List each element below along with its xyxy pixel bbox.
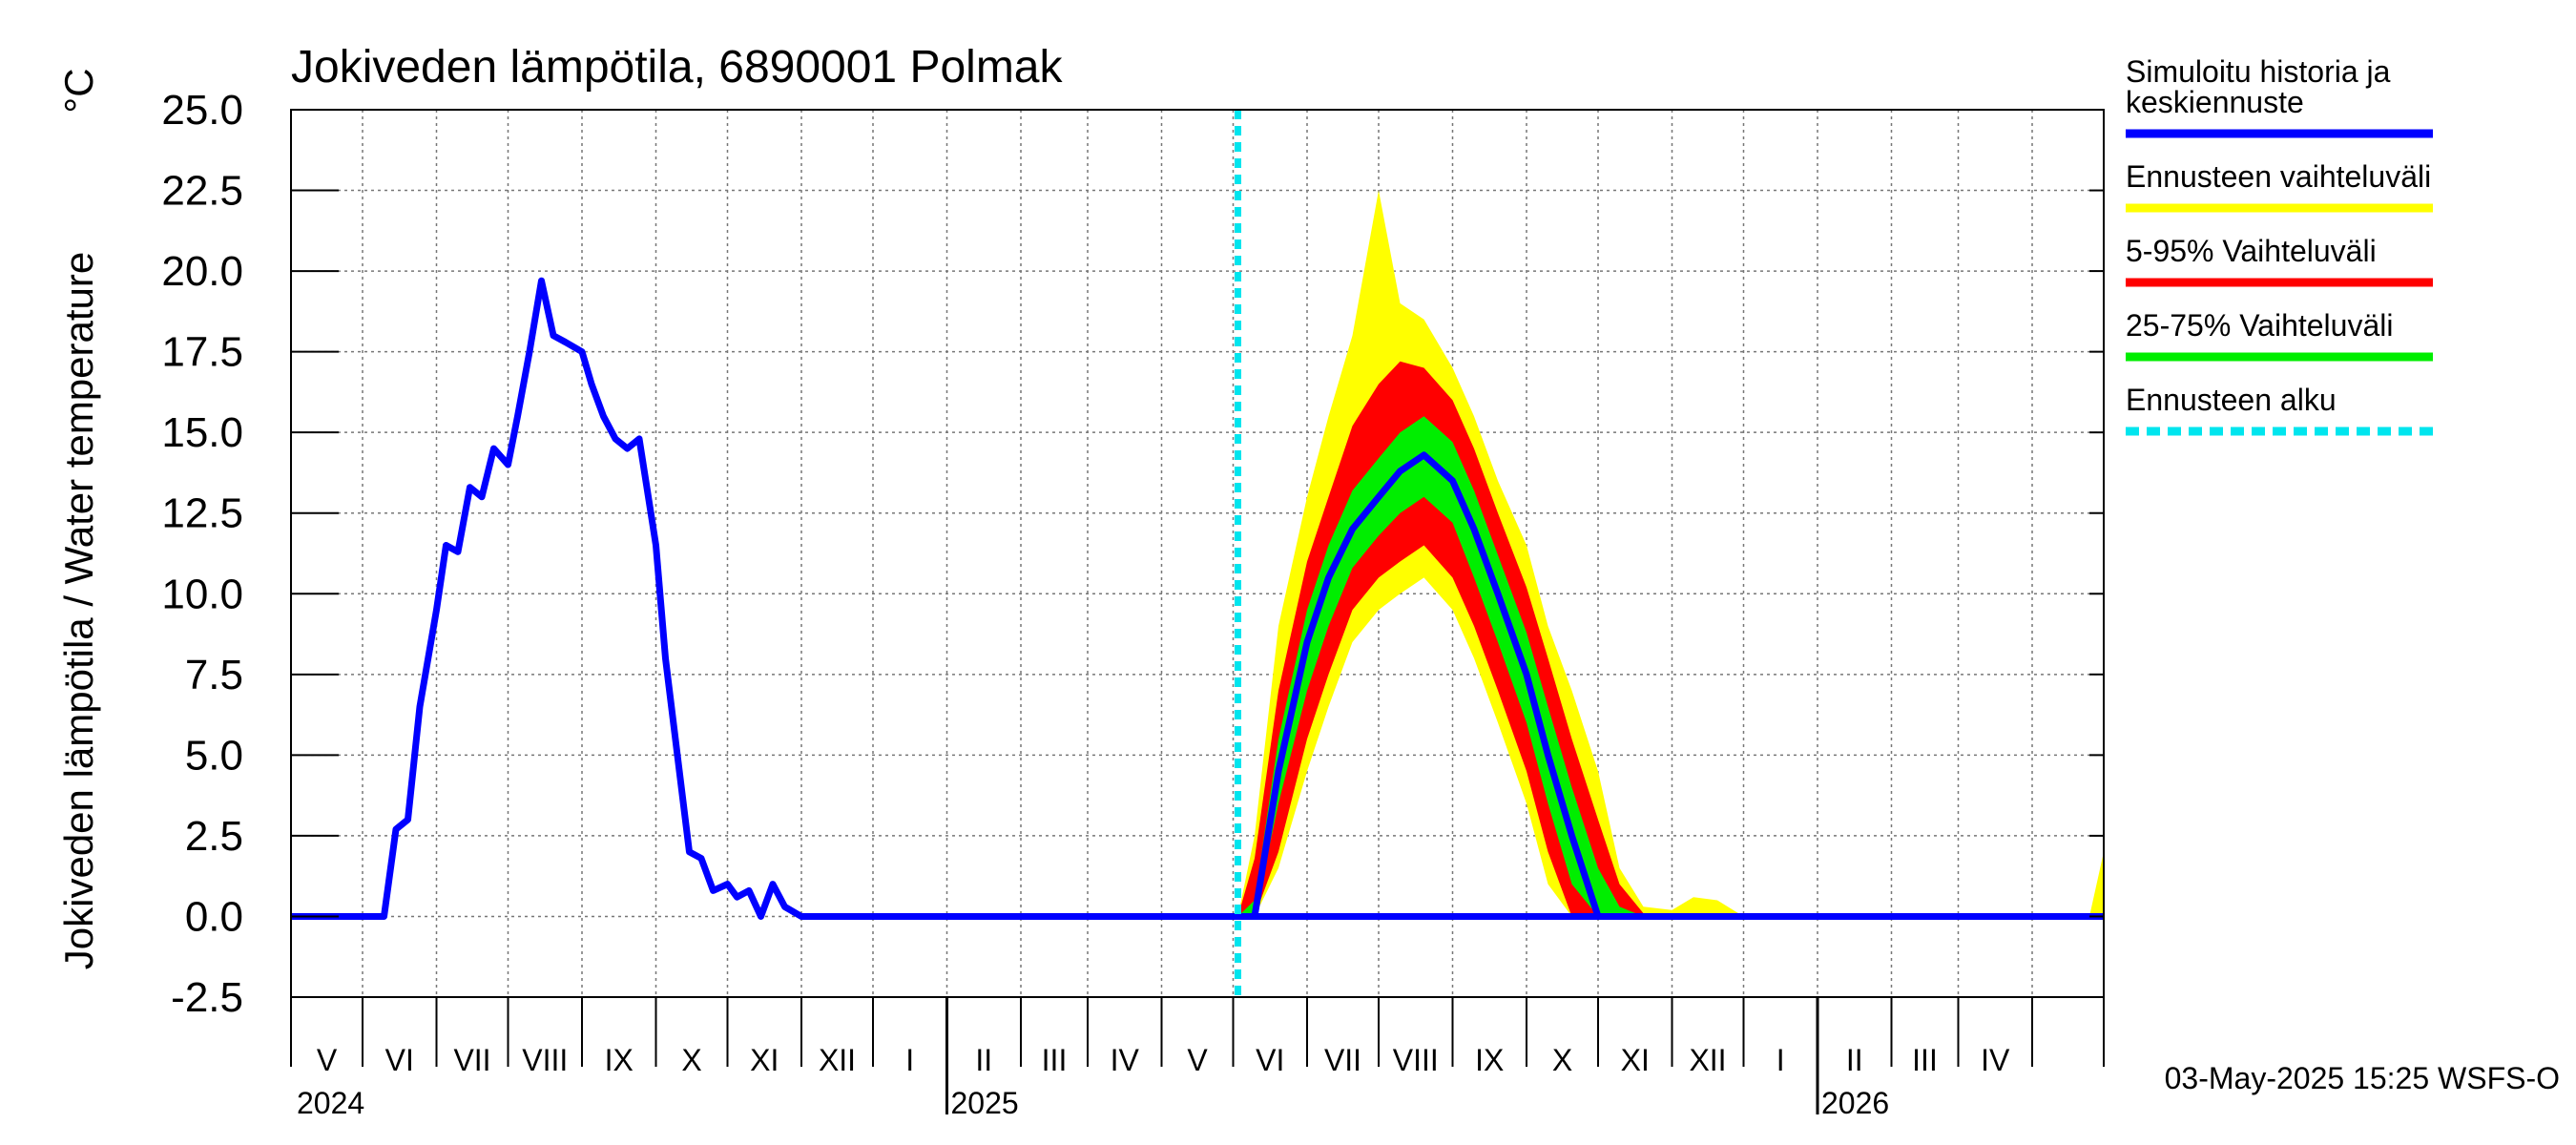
legend-label: Simuloitu historia ja: [2126, 54, 2391, 89]
series-lines: [291, 110, 2104, 997]
y-tick-label: 12.5: [161, 490, 243, 537]
month-label: II: [1846, 1043, 1863, 1077]
year-label: 2024: [297, 1086, 364, 1120]
y-axis-unit: °C: [56, 68, 101, 113]
y-tick-label: 10.0: [161, 571, 243, 617]
month-label: VII: [1324, 1043, 1361, 1077]
y-tick-label: 7.5: [185, 652, 243, 698]
legend-label: Ennusteen alku: [2126, 383, 2337, 417]
chart-title: Jokiveden lämpötila, 6890001 Polmak: [291, 42, 1064, 93]
month-label: I: [1776, 1043, 1785, 1077]
month-label: IV: [1111, 1043, 1140, 1077]
month-label: VIII: [1393, 1043, 1439, 1077]
legend-label: 5-95% Vaihteluväli: [2126, 234, 2377, 268]
month-label: III: [1042, 1043, 1068, 1077]
month-label: VI: [1256, 1043, 1284, 1077]
month-label: IV: [1981, 1043, 2010, 1077]
plot-frame: [290, 109, 2105, 998]
month-label: X: [1552, 1043, 1572, 1077]
month-label: II: [975, 1043, 992, 1077]
y-tick-label: 5.0: [185, 732, 243, 779]
month-label: I: [905, 1043, 914, 1077]
band-range: [1237, 190, 2104, 917]
legend-label: keskiennuste: [2126, 85, 2304, 119]
y-axis-label: Jokiveden lämpötila / Water temperature: [56, 252, 101, 969]
y-tick-label: 0.0: [185, 893, 243, 940]
y-tick-label: -2.5: [171, 974, 243, 1021]
forecast-bands: [1237, 190, 2104, 917]
month-label: X: [681, 1043, 701, 1077]
footer-timestamp: 03-May-2025 15:25 WSFS-O: [2165, 1061, 2560, 1095]
month-label: VI: [385, 1043, 414, 1077]
month-label: IX: [1475, 1043, 1504, 1077]
month-label: XII: [1689, 1043, 1726, 1077]
history-line: [291, 277, 2104, 920]
median-forecast-line: [1237, 451, 2104, 920]
year-label: 2025: [951, 1086, 1019, 1120]
month-label: XII: [819, 1043, 856, 1077]
year-label: 2026: [1821, 1086, 1889, 1120]
x-axis: V VI VII VIII IX X XI XII I II III IV V VI VII VIII IX X X…: [290, 997, 2105, 1120]
month-label: XI: [750, 1043, 779, 1077]
y-tick-label: 2.5: [185, 813, 243, 860]
y-tick-label: 22.5: [161, 168, 243, 215]
month-label: IX: [605, 1043, 634, 1077]
legend-label: 25-75% Vaihteluväli: [2126, 308, 2393, 343]
month-label: V: [1187, 1043, 1208, 1077]
y-tick-label: 15.0: [161, 409, 243, 456]
month-label: III: [1912, 1043, 1938, 1077]
y-tick-label: 20.0: [161, 248, 243, 295]
y-tick-label: 25.0: [161, 87, 243, 134]
month-label: VII: [453, 1043, 490, 1077]
month-label: VIII: [522, 1043, 568, 1077]
y-ticks: 25.0 22.5 20.0 17.5 15.0 12.5 10.0 7.5 5.0 2.5 0.0…: [161, 87, 2104, 1021]
legend-label: Ennusteen vaihteluväli: [2126, 159, 2431, 194]
month-label: XI: [1621, 1043, 1650, 1077]
y-tick-label: 17.5: [161, 329, 243, 376]
month-label: V: [317, 1043, 338, 1077]
